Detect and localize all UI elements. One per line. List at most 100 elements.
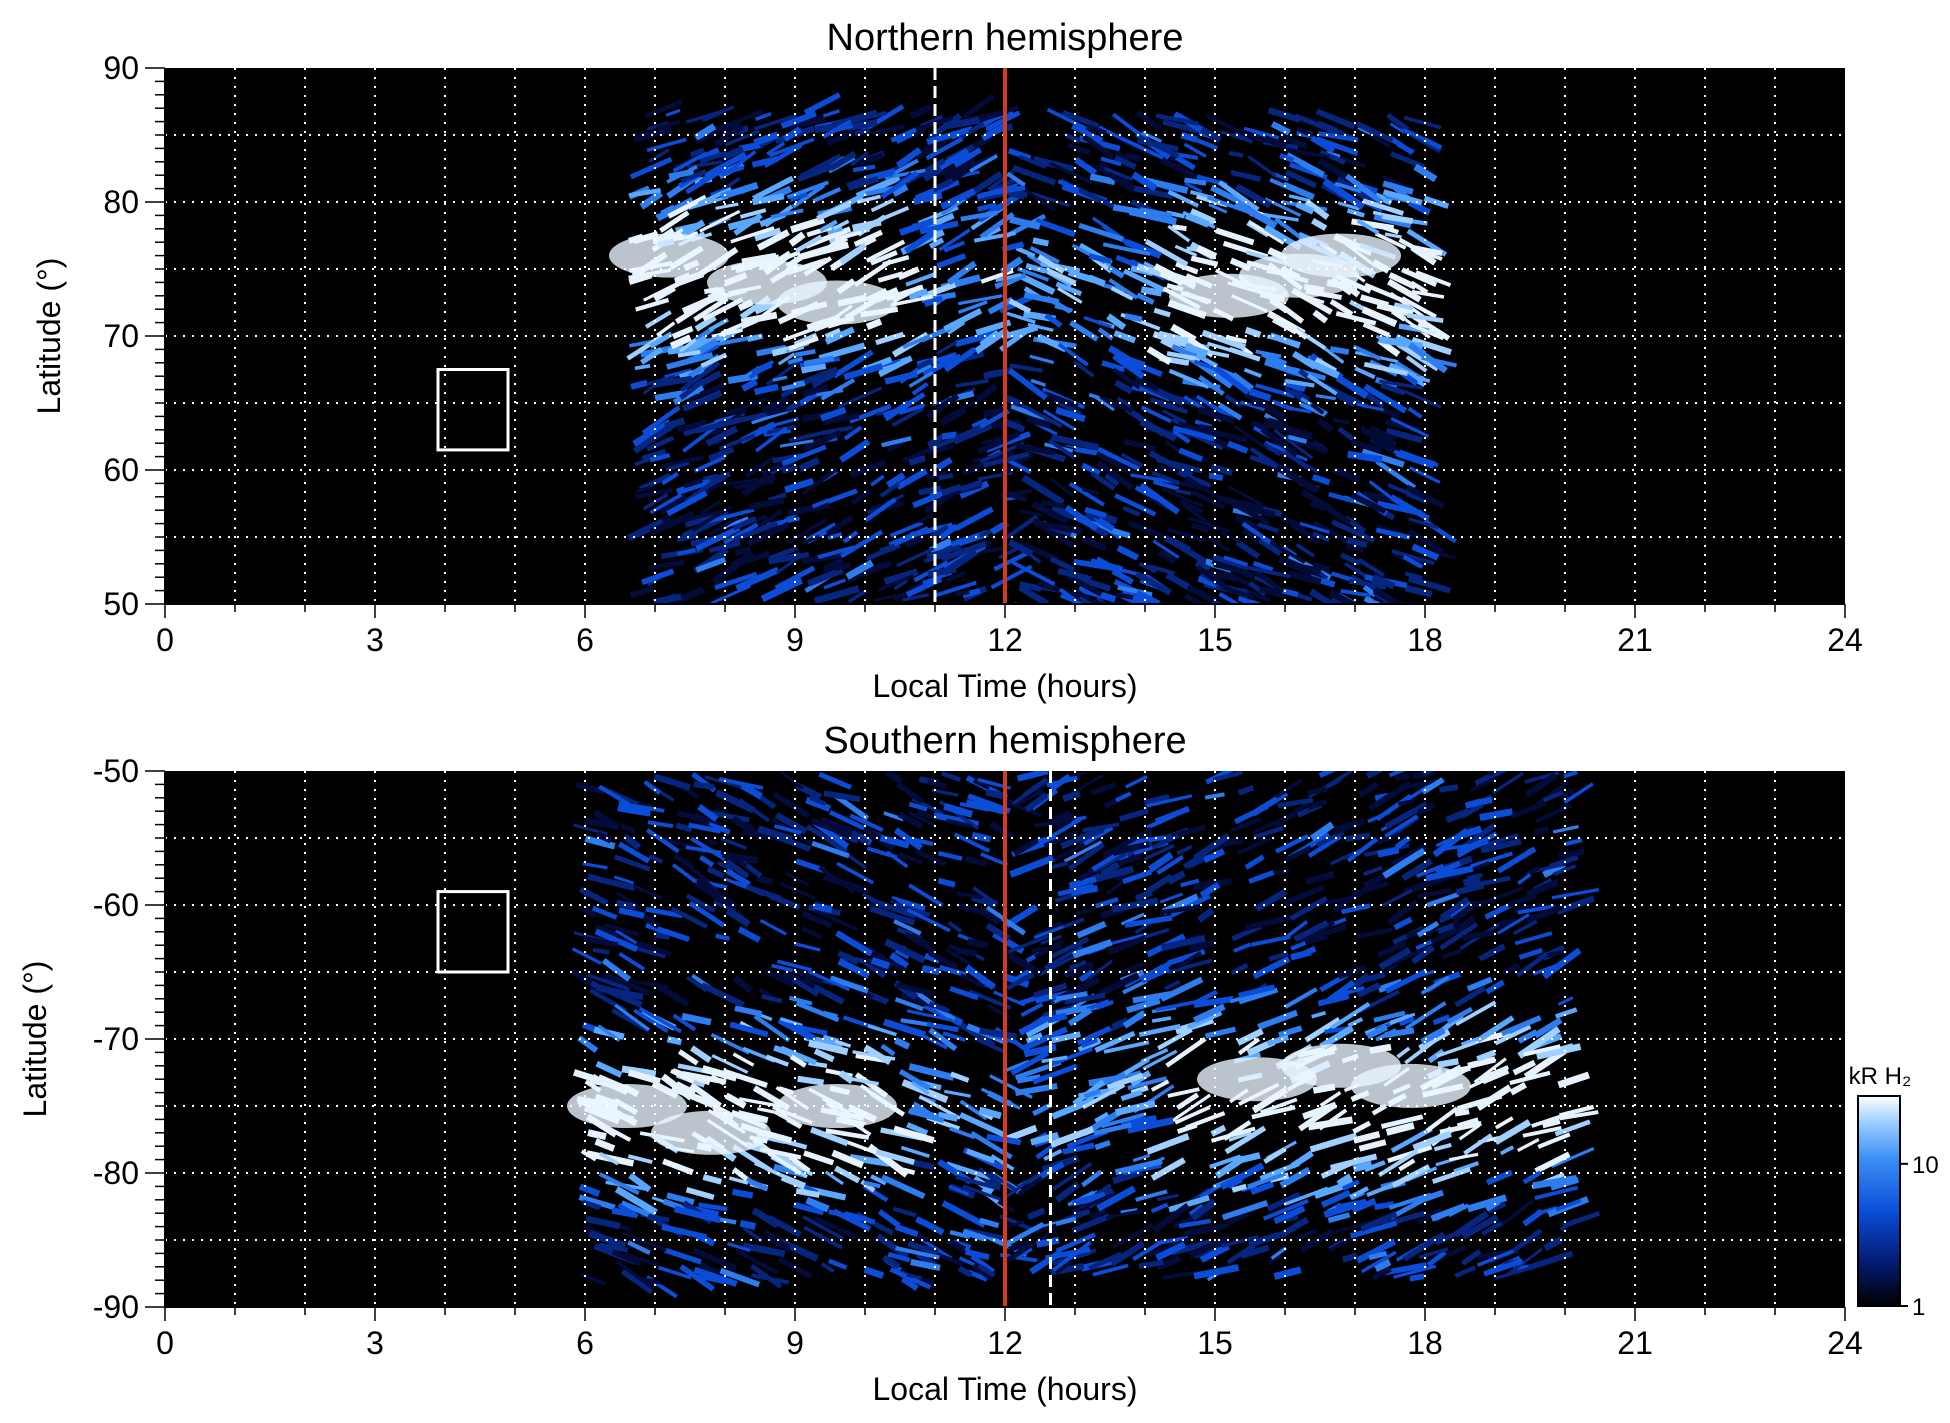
emission-stroke <box>1416 920 1440 938</box>
emission-stroke <box>863 1266 885 1279</box>
emission-stroke <box>1049 161 1093 185</box>
emission-stroke <box>1167 527 1205 543</box>
emission-stroke <box>693 455 726 473</box>
emission-stroke <box>805 796 832 812</box>
emission-stroke <box>932 178 954 193</box>
emission-stroke <box>1156 855 1184 875</box>
emission-stroke <box>1291 406 1312 414</box>
emission-stroke <box>1143 844 1175 861</box>
emission-stroke <box>1484 901 1514 920</box>
emission-stroke <box>1259 1097 1298 1115</box>
emission-stroke <box>1176 1123 1198 1134</box>
emission-stroke <box>1079 825 1114 848</box>
y-tick-label: -80 <box>93 1155 139 1191</box>
emission-stroke <box>1243 367 1262 378</box>
emission-stroke <box>766 424 797 435</box>
emission-stroke <box>867 1143 909 1178</box>
emission-stroke <box>666 352 714 370</box>
emission-stroke <box>1282 920 1309 941</box>
emission-stroke <box>1278 1025 1303 1038</box>
emission-stroke <box>1262 1198 1309 1221</box>
emission-stroke <box>1185 475 1221 501</box>
emission-stroke <box>896 547 935 568</box>
emission-stroke <box>631 979 669 989</box>
emission-stroke <box>1167 189 1200 208</box>
emission-stroke <box>916 358 934 370</box>
emission-stroke <box>1104 473 1120 487</box>
emission-stroke <box>1309 501 1326 512</box>
emission-stroke <box>1233 942 1252 953</box>
emission-stroke <box>699 499 722 516</box>
emission-stroke <box>627 1069 661 1085</box>
emission-stroke <box>646 137 687 152</box>
emission-stroke <box>885 472 906 489</box>
emission-stroke <box>685 165 729 195</box>
emission-stroke <box>620 823 636 835</box>
emission-stroke <box>595 1060 623 1078</box>
emission-stroke <box>591 905 618 920</box>
emission-stroke <box>674 296 714 325</box>
emission-stroke <box>1394 773 1411 782</box>
emission-stroke <box>573 823 608 836</box>
emission-stroke <box>1511 800 1547 819</box>
emission-stroke <box>678 378 706 400</box>
emission-stroke <box>1029 354 1055 365</box>
emission-stroke <box>872 124 905 137</box>
emission-stroke <box>1388 272 1417 290</box>
emission-stroke <box>892 1206 917 1218</box>
emission-stroke <box>1111 568 1134 585</box>
emission-stroke <box>1255 535 1282 557</box>
emission-stroke <box>1006 1242 1033 1263</box>
emission-stroke <box>730 226 775 244</box>
emission-stroke <box>582 862 608 870</box>
emission-stroke <box>1007 458 1032 475</box>
emission-stroke <box>843 425 863 441</box>
emission-stroke <box>577 1035 599 1054</box>
emission-stroke <box>834 562 852 571</box>
emission-stroke <box>1114 493 1157 517</box>
emission-stroke <box>1009 363 1043 373</box>
y-tick-label: -70 <box>93 1021 139 1057</box>
emission-stroke <box>1417 801 1436 816</box>
emission-stroke <box>1174 950 1203 970</box>
emission-stroke <box>1131 171 1158 192</box>
emission-stroke <box>1268 951 1289 962</box>
emission-stroke <box>1375 527 1411 540</box>
emission-stroke <box>640 568 675 586</box>
emission-stroke <box>1262 441 1281 457</box>
emission-stroke <box>1330 598 1353 604</box>
emission-stroke <box>1284 987 1318 1009</box>
emission-stroke <box>663 282 681 294</box>
emission-stroke <box>954 506 994 532</box>
x-tick-label: 6 <box>576 622 594 658</box>
emission-stroke <box>1093 394 1115 412</box>
emission-stroke <box>746 521 790 547</box>
emission-stroke <box>1195 565 1226 588</box>
emission-stroke <box>1336 1173 1353 1188</box>
emission-stroke <box>1307 1116 1353 1131</box>
emission-stroke <box>1187 516 1231 533</box>
emission-stroke <box>718 777 764 790</box>
emission-stroke <box>1348 972 1371 992</box>
emission-stroke <box>677 1049 699 1066</box>
emission-stroke <box>647 820 674 829</box>
emission-stroke <box>1126 1116 1174 1134</box>
emission-stroke <box>1310 135 1336 154</box>
emission-stroke <box>1034 939 1065 959</box>
emission-stroke <box>947 920 963 933</box>
emission-stroke <box>745 1177 768 1192</box>
x-tick-label: 9 <box>786 622 804 658</box>
emission-stroke <box>670 906 708 929</box>
emission-stroke <box>971 1263 994 1282</box>
emission-stroke <box>1411 337 1452 356</box>
emission-stroke <box>1102 242 1151 256</box>
emission-stroke <box>1421 771 1434 776</box>
emission-stroke <box>906 1122 929 1136</box>
emission-stroke <box>912 491 942 509</box>
emission-stroke <box>615 929 638 945</box>
emission-stroke <box>1122 268 1167 293</box>
emission-stroke <box>663 417 686 430</box>
emission-stroke <box>1049 477 1075 497</box>
emission-stroke <box>802 383 830 398</box>
